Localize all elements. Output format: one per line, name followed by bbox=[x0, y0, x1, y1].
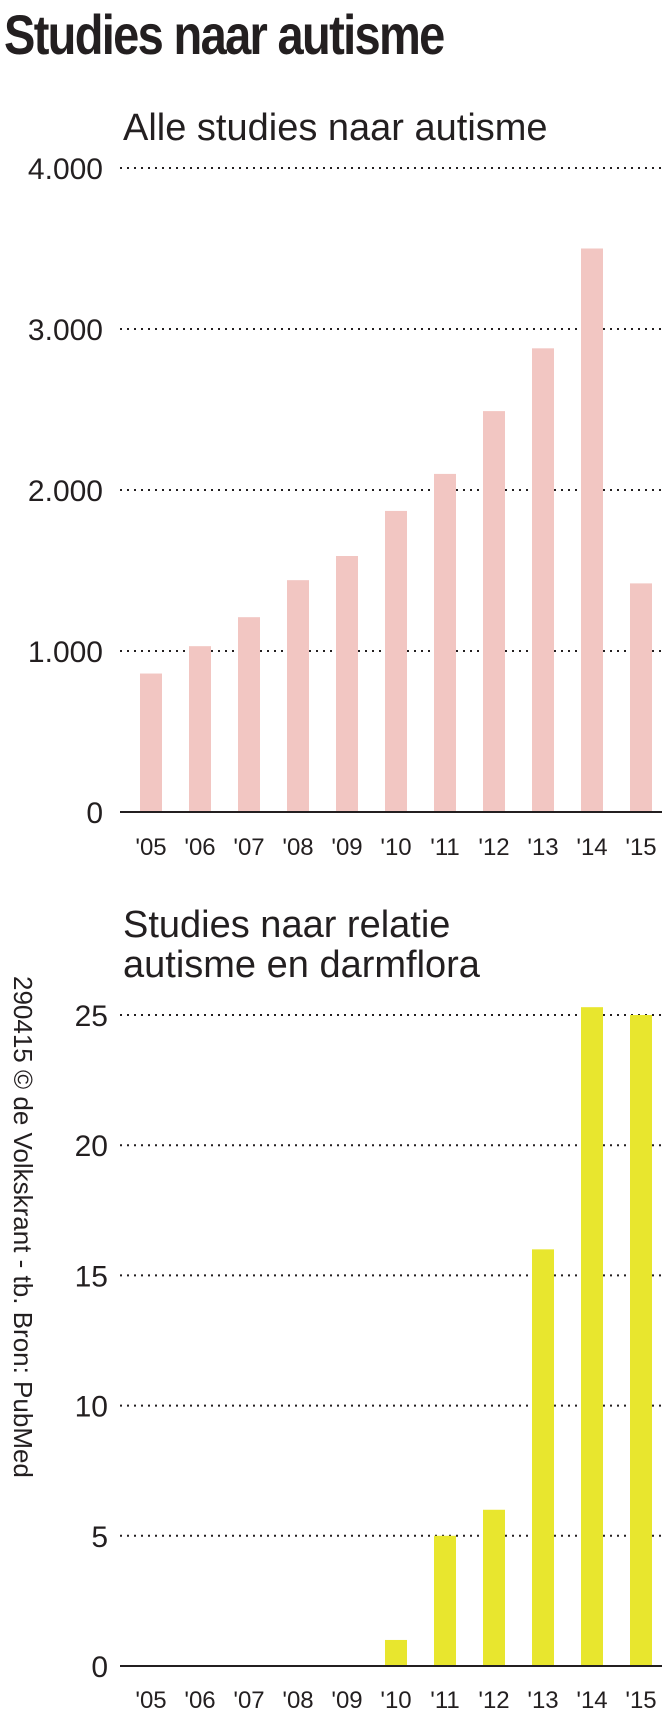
bar bbox=[630, 1015, 652, 1666]
y-tick-label: 4.000 bbox=[28, 153, 103, 186]
x-tick-label: '06 bbox=[184, 1687, 215, 1713]
x-tick-label: '12 bbox=[478, 1687, 509, 1713]
y-tick-label: 25 bbox=[75, 1000, 108, 1033]
bar bbox=[336, 556, 358, 812]
bar-chart-all-studies: 0 1.000 2.000 3.000 4.000 '05 '06 '07 '08 '09 '10 '… bbox=[28, 153, 662, 861]
bar bbox=[238, 617, 260, 812]
bar bbox=[287, 580, 309, 812]
x-tick-label: '11 bbox=[430, 834, 460, 861]
x-tick-label: '07 bbox=[233, 834, 264, 861]
bar bbox=[434, 473, 456, 812]
y-tick-label: 10 bbox=[75, 1391, 108, 1424]
bar bbox=[630, 583, 652, 812]
x-tick-label: '06 bbox=[184, 834, 215, 861]
x-tick-label: '05 bbox=[135, 1687, 166, 1713]
x-tick-label: '10 bbox=[380, 834, 411, 861]
x-tick-label: '08 bbox=[282, 834, 313, 861]
bar bbox=[385, 510, 407, 812]
bar bbox=[434, 1535, 456, 1666]
x-tick-label: '07 bbox=[233, 1687, 264, 1713]
bar bbox=[483, 411, 505, 812]
bar bbox=[581, 1007, 603, 1666]
bar bbox=[189, 646, 211, 812]
y-tick-label: 3.000 bbox=[28, 314, 103, 347]
y-tick-label: 20 bbox=[75, 1130, 108, 1163]
x-tick-label: '11 bbox=[430, 1687, 460, 1713]
chart-title-gut-flora-studies: Studies naar relatie autisme en darmflor… bbox=[123, 904, 480, 986]
bar bbox=[483, 1509, 505, 1666]
x-tick-label: '13 bbox=[527, 1687, 558, 1713]
x-tick-label: '05 bbox=[135, 834, 166, 861]
x-tick-label: '09 bbox=[331, 1687, 362, 1713]
x-tick-label: '10 bbox=[380, 1687, 411, 1713]
bar bbox=[532, 1249, 554, 1666]
x-tick-label: '12 bbox=[478, 834, 509, 861]
x-tick-label: '08 bbox=[282, 1687, 313, 1713]
page-title: Studies naar autisme bbox=[4, 3, 445, 66]
x-tick-label: '15 bbox=[625, 1687, 656, 1713]
x-tick-label: '09 bbox=[331, 834, 362, 861]
y-tick-label: 15 bbox=[75, 1260, 108, 1293]
x-tick-label: '14 bbox=[576, 834, 607, 861]
bar bbox=[532, 348, 554, 812]
y-tick-label: 1.000 bbox=[28, 636, 103, 669]
chart-title-all-studies: Alle studies naar autisme bbox=[123, 107, 548, 149]
x-tick-label: '14 bbox=[576, 1687, 607, 1713]
y-tick-label: 5 bbox=[91, 1521, 108, 1554]
x-tick-label: '15 bbox=[625, 834, 656, 861]
y-tick-label: 0 bbox=[91, 1651, 108, 1684]
bar bbox=[140, 673, 162, 812]
bar bbox=[385, 1639, 407, 1666]
bar bbox=[581, 248, 603, 812]
x-tick-label: '13 bbox=[527, 834, 558, 861]
y-tick-label: 2.000 bbox=[28, 475, 103, 508]
y-tick-label: 0 bbox=[86, 797, 103, 830]
